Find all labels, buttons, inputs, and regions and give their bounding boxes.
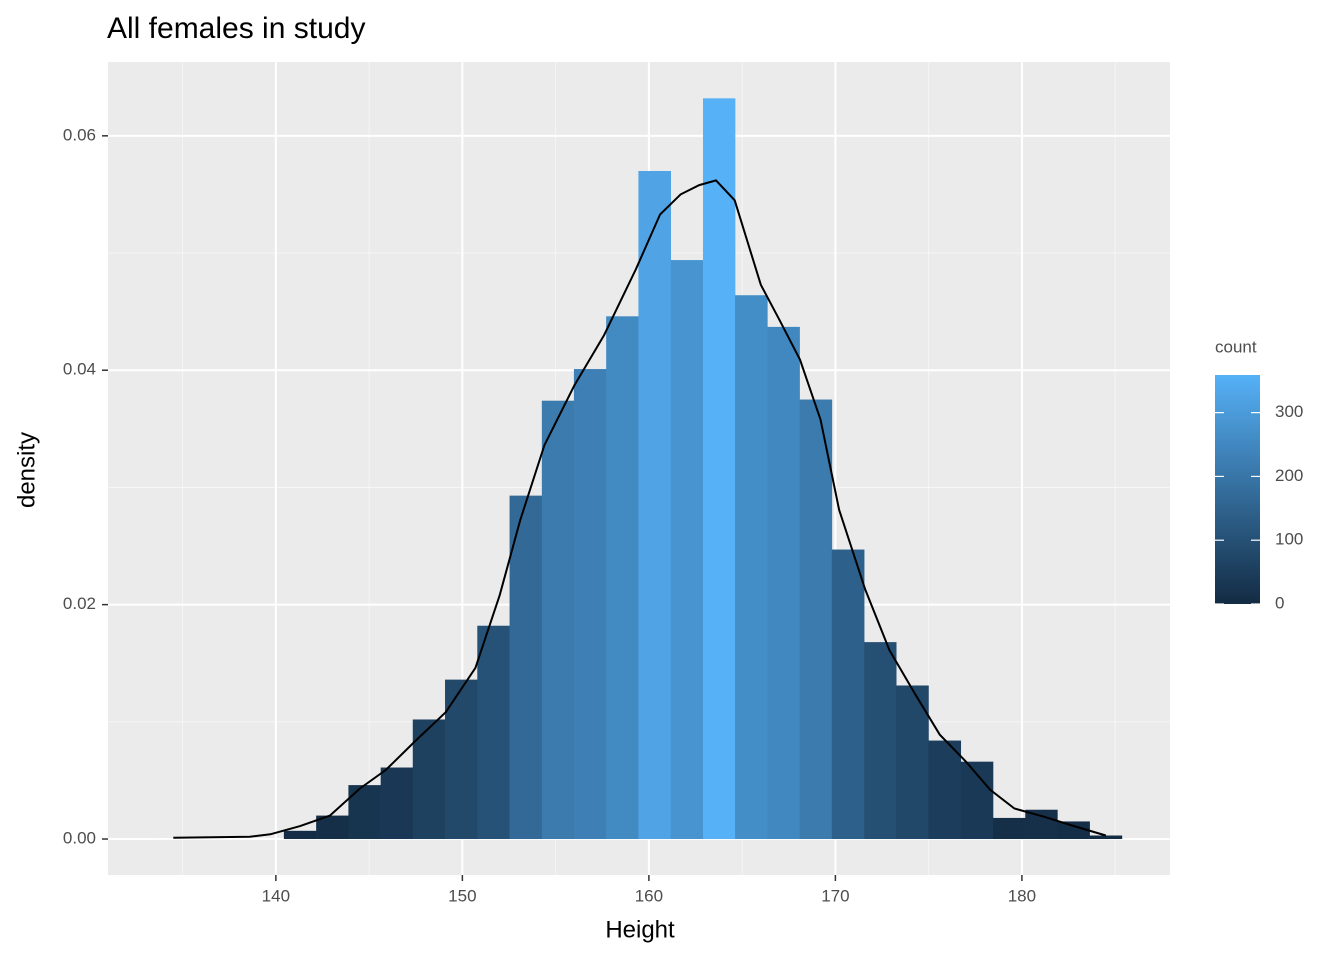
bar — [928, 740, 962, 840]
legend-label: 300 — [1275, 402, 1303, 421]
x-tick-label: 180 — [1008, 886, 1036, 905]
bar — [445, 679, 478, 840]
bar — [864, 642, 897, 840]
density-line — [173, 179, 1107, 839]
x-tick-label: 160 — [635, 886, 663, 905]
bar — [993, 817, 1026, 840]
bar — [477, 625, 510, 840]
x-tick-label: 140 — [262, 886, 290, 905]
legend-title: count — [1215, 337, 1257, 356]
bar — [638, 170, 672, 840]
bar — [702, 98, 736, 840]
y-axis-label: density — [13, 432, 40, 508]
bar — [1057, 821, 1090, 840]
colorbar — [1215, 375, 1260, 604]
bar — [831, 549, 865, 840]
bar — [799, 399, 833, 840]
bar — [316, 815, 349, 840]
x-tick-label: 170 — [821, 886, 849, 905]
y-tick-label: 0.06 — [63, 125, 96, 144]
bar — [1089, 835, 1123, 840]
legend-label: 0 — [1275, 593, 1284, 612]
y-tick-label: 0.00 — [63, 829, 96, 848]
chart-title: All females in study — [107, 12, 365, 45]
bar — [509, 495, 543, 840]
y-tick-label: 0.02 — [63, 594, 96, 613]
x-axis-label: Height — [605, 916, 675, 943]
bar — [380, 767, 414, 840]
x-tick-label: 150 — [448, 886, 476, 905]
y-tick-label: 0.04 — [63, 360, 96, 379]
bar — [896, 685, 929, 840]
legend-label: 200 — [1275, 466, 1303, 485]
bar — [283, 830, 317, 840]
bar — [1025, 809, 1058, 840]
bar — [735, 295, 768, 840]
bar — [541, 400, 575, 840]
bar — [767, 326, 800, 840]
bar — [670, 260, 704, 840]
legend-label: 100 — [1275, 530, 1303, 549]
bar — [606, 316, 639, 840]
bar — [573, 369, 607, 840]
